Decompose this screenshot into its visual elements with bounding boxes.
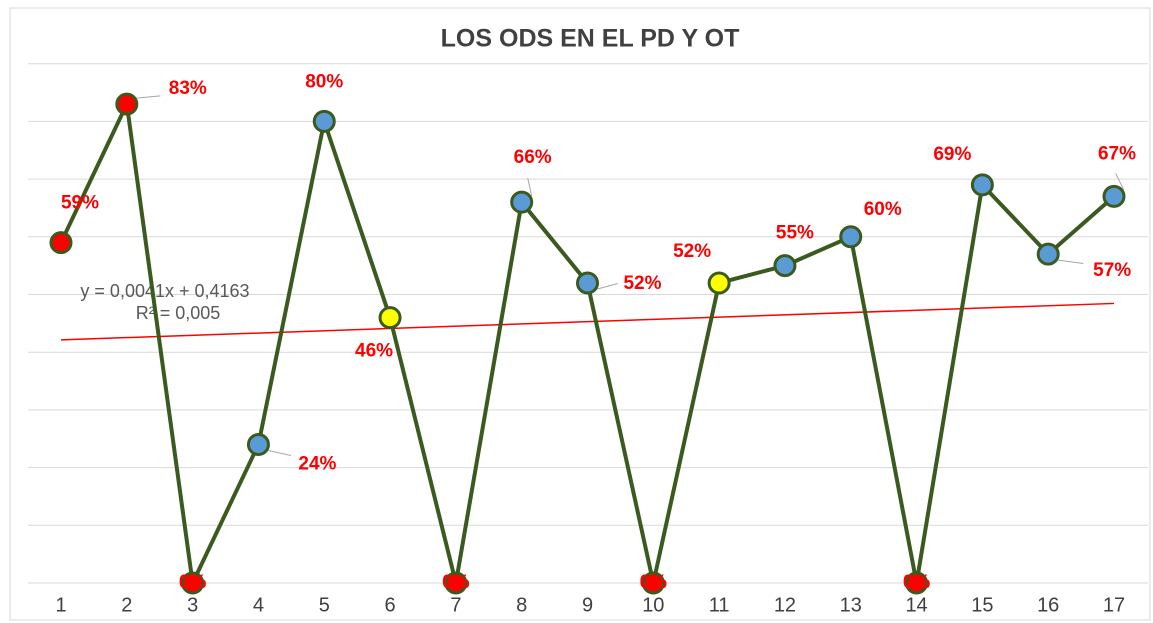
x-tick-label: 9: [582, 594, 593, 616]
data-label: 0%: [179, 572, 207, 593]
data-label: 80%: [305, 71, 343, 92]
marker: [905, 571, 929, 595]
data-label: 0%: [903, 572, 931, 593]
marker: [970, 173, 994, 197]
leader-line: [527, 177, 533, 197]
x-tick-label: 2: [121, 594, 132, 616]
data-label: 57%: [1093, 260, 1131, 281]
data-label: 67%: [1098, 143, 1136, 164]
x-tick-label: 5: [319, 594, 330, 616]
data-label: 52%: [623, 273, 661, 294]
data-label: 46%: [355, 341, 393, 362]
marker: [510, 190, 534, 214]
chart-title: LOS ODS EN EL PD Y OT: [441, 25, 740, 53]
data-label: 24%: [298, 454, 336, 475]
x-tick-label: 3: [187, 594, 198, 616]
marker: [707, 271, 731, 295]
marker: [1102, 184, 1126, 208]
data-label: 59%: [61, 193, 99, 214]
x-tick-label: 8: [516, 594, 527, 616]
marker: [312, 109, 336, 133]
marker: [1036, 242, 1060, 266]
marker: [115, 92, 139, 116]
x-tick-label: 4: [253, 594, 264, 616]
data-label: 52%: [673, 241, 711, 262]
x-tick-label: 1: [55, 594, 66, 616]
leader-line: [1058, 259, 1084, 264]
x-tick-label: 7: [450, 594, 461, 616]
marker: [444, 571, 468, 595]
trendline-r2: R² = 0,005: [136, 303, 221, 323]
trendline: [60, 302, 1115, 341]
data-label: 0%: [640, 572, 668, 593]
marker: [576, 271, 599, 295]
data-label: 83%: [169, 78, 207, 99]
data-label: 60%: [864, 199, 902, 220]
marker: [378, 306, 402, 330]
marker: [839, 225, 863, 249]
data-label: 0%: [442, 572, 470, 593]
x-tick-label: 17: [1103, 594, 1125, 616]
marker: [246, 433, 270, 457]
leader-line: [136, 95, 161, 99]
marker: [181, 571, 205, 595]
data-label: 66%: [514, 147, 552, 168]
trendline-equation: y = 0,0041x + 0,4163: [80, 281, 249, 301]
x-tick-label: 14: [905, 594, 927, 616]
x-tick-label: 15: [971, 594, 993, 616]
marker: [641, 571, 665, 595]
x-tick-label: 16: [1037, 594, 1059, 616]
marker: [49, 231, 73, 255]
x-tick-label: 10: [642, 594, 664, 616]
x-tick-label: 12: [774, 594, 796, 616]
leader-line: [1115, 173, 1125, 191]
x-tick-label: 11: [709, 594, 730, 616]
x-tick-label: 6: [385, 594, 396, 616]
x-tick-label: 13: [840, 594, 862, 616]
data-label: 55%: [776, 223, 814, 244]
leader-line: [268, 450, 291, 457]
data-label: 69%: [933, 144, 971, 165]
leader-line: [597, 283, 618, 290]
marker: [773, 254, 797, 278]
